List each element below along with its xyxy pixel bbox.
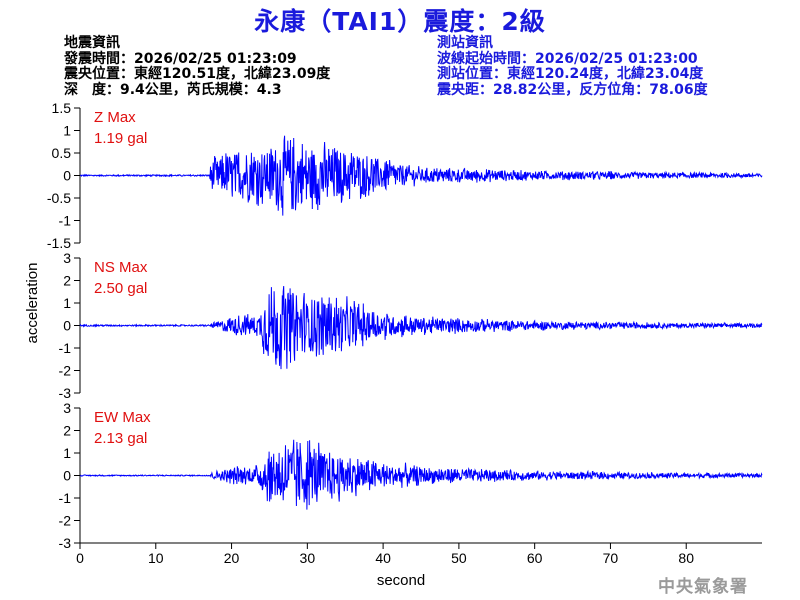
x-tick-label: 10 xyxy=(148,550,164,566)
y-tick-label-NS: 3 xyxy=(63,250,71,266)
y-tick-label-Z: 0 xyxy=(63,168,71,184)
station-info-heading: 測站資訊 xyxy=(437,35,493,51)
max-value-EW: 2.13 gal xyxy=(94,430,147,447)
x-axis-title: second xyxy=(377,572,425,589)
x-tick-label: 50 xyxy=(451,550,467,566)
max-label-NS: NS Max xyxy=(94,259,148,276)
station-location: 測站位置：東經120.24度，北緯23.04度 xyxy=(437,66,704,82)
y-tick-label-EW: -1 xyxy=(59,490,72,506)
y-tick-label-Z: -1.5 xyxy=(47,235,71,251)
x-tick-label: 40 xyxy=(375,550,391,566)
agency-watermark: 中央氣象署 xyxy=(658,577,748,597)
y-tick-label-EW: 0 xyxy=(63,468,71,484)
y-tick-label-EW: 3 xyxy=(63,400,71,416)
x-tick-label: 60 xyxy=(527,550,543,566)
y-tick-label-NS: -2 xyxy=(59,363,72,379)
station-info: 測站資訊 波線起始時間：2026/02/25 01:23:00 測站位置：東經1… xyxy=(437,35,708,98)
y-tick-label-NS: -1 xyxy=(59,340,72,356)
y-tick-label-NS: -3 xyxy=(59,385,72,401)
y-tick-label-NS: 2 xyxy=(63,273,71,289)
y-tick-label-EW: 1 xyxy=(63,445,71,461)
max-value-Z: 1.19 gal xyxy=(94,130,147,147)
y-tick-label-EW: 2 xyxy=(63,423,71,439)
waveform-Z xyxy=(80,135,763,216)
earthquake-info: 地震資訊 發震時間：2026/02/25 01:23:09 震央位置：東經120… xyxy=(64,35,331,98)
waveform-start-time: 波線起始時間：2026/02/25 01:23:00 xyxy=(437,50,698,67)
max-value-NS: 2.50 gal xyxy=(94,280,147,297)
y-tick-label-EW: -2 xyxy=(59,513,72,529)
y-tick-label-Z: 1.5 xyxy=(52,100,72,116)
y-tick-label-Z: 0.5 xyxy=(52,145,72,161)
page-title: 永康（TAI1）震度：2級 xyxy=(254,7,546,36)
max-label-EW: EW Max xyxy=(94,409,151,426)
waveform-EW xyxy=(79,439,763,510)
earthquake-info-heading: 地震資訊 xyxy=(64,35,120,51)
y-tick-label-Z: 1 xyxy=(63,123,71,139)
y-tick-label-Z: -0.5 xyxy=(47,190,71,206)
x-tick-label: 30 xyxy=(300,550,316,566)
y-tick-label-Z: -1 xyxy=(59,213,72,229)
x-tick-label: 0 xyxy=(76,550,84,566)
epicenter-location: 震央位置：東經120.51度，北緯23.09度 xyxy=(64,66,331,82)
y-tick-label-NS: 1 xyxy=(63,295,71,311)
waveform-NS xyxy=(79,286,763,370)
y-axis-title: acceleration xyxy=(24,263,41,344)
y-tick-label-EW: -3 xyxy=(59,535,72,551)
x-tick-label: 70 xyxy=(603,550,619,566)
epicentral-distance: 震央距：28.82公里，反方位角：78.06度 xyxy=(437,81,708,98)
max-label-Z: Z Max xyxy=(94,109,136,126)
x-tick-label: 20 xyxy=(224,550,240,566)
y-tick-label-NS: 0 xyxy=(63,318,71,334)
depth-magnitude: 深 度：9.4公里，芮氏規模：4.3 xyxy=(64,81,282,98)
x-tick-label: 80 xyxy=(678,550,694,566)
origin-time: 發震時間：2026/02/25 01:23:09 xyxy=(64,50,297,67)
